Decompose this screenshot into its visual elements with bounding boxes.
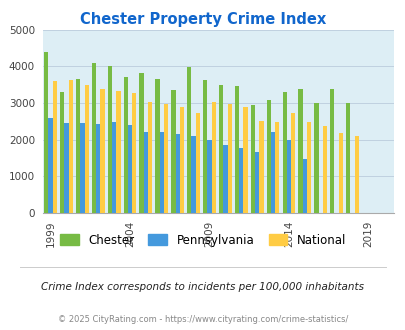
Bar (250, 105, 254, 213)
Bar (313, 103, 318, 213)
Text: © 2025 CityRating.com - https://www.cityrating.com/crime-statistics/: © 2025 CityRating.com - https://www.city… (58, 315, 347, 324)
Bar (53, 81, 57, 213)
Bar (218, 84, 223, 213)
Bar (298, 89, 302, 213)
Bar (112, 122, 116, 213)
Bar (207, 140, 211, 213)
Bar (322, 126, 326, 213)
Bar (234, 86, 239, 213)
Bar (211, 102, 215, 213)
Bar (202, 80, 207, 213)
Bar (345, 103, 350, 213)
Bar (354, 136, 358, 213)
Bar (64, 123, 68, 213)
Bar (84, 85, 89, 213)
Bar (259, 121, 263, 213)
Bar (306, 122, 311, 213)
Bar (329, 89, 334, 213)
Bar (96, 124, 100, 213)
Bar (195, 113, 200, 213)
Bar (290, 113, 295, 213)
Bar (68, 80, 73, 213)
Bar (282, 92, 286, 213)
Bar (266, 100, 270, 213)
Bar (275, 122, 279, 213)
Bar (286, 140, 290, 213)
Bar (338, 133, 342, 213)
Bar (164, 104, 168, 213)
Bar (191, 136, 195, 213)
Text: Chester Property Crime Index: Chester Property Crime Index (80, 12, 325, 26)
Bar (187, 67, 191, 213)
Bar (132, 93, 136, 213)
Bar (92, 63, 96, 213)
Bar (116, 90, 120, 213)
Bar (76, 79, 80, 213)
Bar (254, 152, 259, 213)
Bar (175, 134, 179, 213)
Bar (139, 73, 143, 213)
Bar (239, 148, 243, 213)
Bar (155, 79, 159, 213)
Bar (223, 145, 227, 213)
Bar (60, 92, 64, 213)
Bar (179, 107, 184, 213)
Bar (44, 52, 48, 213)
Text: Crime Index corresponds to incidents per 100,000 inhabitants: Crime Index corresponds to incidents per… (41, 282, 364, 292)
Bar (123, 77, 128, 213)
Bar (80, 123, 84, 213)
Legend: Chester, Pennsylvania, National: Chester, Pennsylvania, National (60, 234, 345, 247)
Bar (148, 102, 152, 213)
Bar (270, 132, 275, 213)
Bar (128, 125, 132, 213)
Bar (48, 118, 53, 213)
Bar (159, 132, 164, 213)
Bar (143, 132, 148, 213)
Bar (302, 159, 306, 213)
Bar (227, 104, 231, 213)
Bar (243, 107, 247, 213)
Bar (171, 90, 175, 213)
Bar (107, 66, 112, 213)
Bar (100, 89, 104, 213)
